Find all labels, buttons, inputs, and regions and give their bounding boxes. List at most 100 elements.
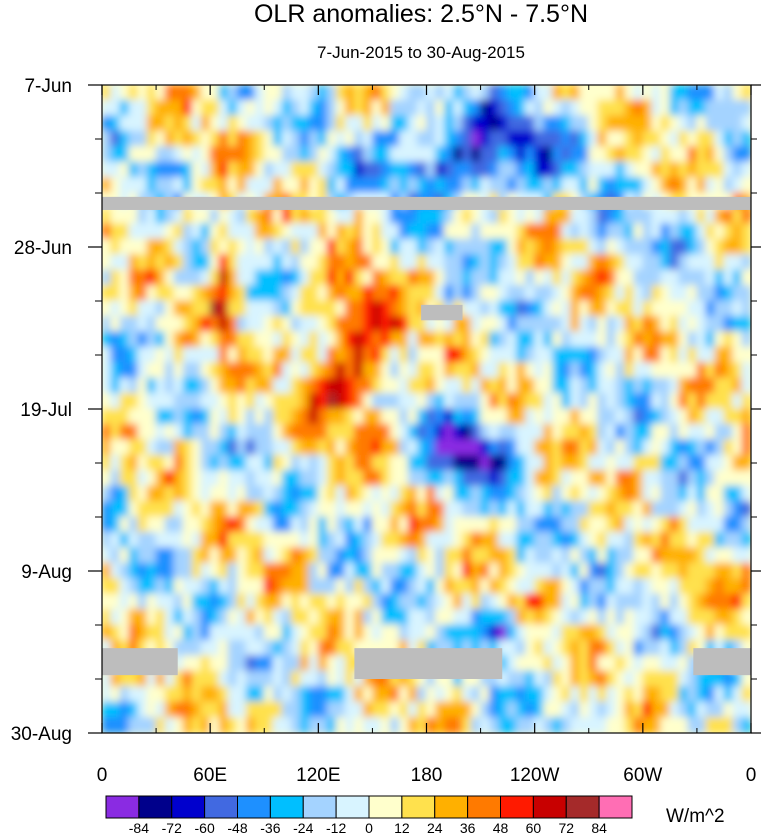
field-cell <box>696 393 707 410</box>
field-cell <box>516 701 527 719</box>
field-cell <box>416 85 427 101</box>
field-cell <box>254 655 265 672</box>
field-cell <box>102 686 112 703</box>
field-cell <box>119 177 130 194</box>
field-cell <box>561 485 572 503</box>
field-cell <box>164 393 175 410</box>
field-cell <box>723 578 734 595</box>
field-cell <box>696 717 707 733</box>
field-cell <box>606 470 617 487</box>
field-cell <box>146 578 157 595</box>
field-cell <box>272 300 283 317</box>
field-cell <box>462 593 473 611</box>
field-cell <box>687 639 698 657</box>
field-cell <box>606 655 617 672</box>
field-cell <box>660 254 671 271</box>
field-cell <box>146 609 157 626</box>
field-cell <box>597 130 608 148</box>
field-cell <box>317 562 328 580</box>
field-cell <box>389 377 400 395</box>
field-cell <box>615 130 626 148</box>
field-cell <box>561 269 572 287</box>
field-cell <box>507 686 518 703</box>
field-cell <box>570 454 581 472</box>
field-cell <box>191 177 202 194</box>
field-cell <box>507 593 518 611</box>
field-cell <box>173 408 184 425</box>
field-cell <box>155 485 166 503</box>
field-cell <box>290 331 301 348</box>
field-cell <box>245 254 256 271</box>
field-cell <box>669 115 680 132</box>
field-cell <box>714 439 725 456</box>
field-cell <box>561 593 572 611</box>
field-cell <box>281 624 292 641</box>
field-cell <box>651 393 662 410</box>
colorbar-swatch <box>598 795 633 819</box>
field-cell <box>317 254 328 271</box>
field-cell <box>380 115 391 132</box>
field-cell <box>435 331 446 348</box>
field-cell <box>236 223 247 240</box>
field-cell <box>471 454 482 472</box>
field-cell <box>380 454 391 472</box>
field-cell <box>714 377 725 395</box>
field-cell <box>290 609 301 626</box>
field-cell <box>290 501 301 518</box>
field-cell <box>164 516 175 533</box>
field-cell <box>371 717 382 733</box>
field-cell <box>209 501 220 518</box>
field-cell <box>272 593 283 611</box>
field-cell <box>299 331 310 348</box>
field-cell <box>480 439 491 456</box>
field-cell <box>254 300 265 317</box>
field-cell <box>371 346 382 364</box>
field-cell <box>453 99 464 117</box>
field-cell <box>308 130 319 148</box>
field-cell <box>498 624 509 641</box>
field-cell <box>102 269 112 287</box>
field-cell <box>732 593 743 611</box>
field-cell <box>245 470 256 487</box>
field-cell <box>182 115 193 132</box>
field-cell <box>696 501 707 518</box>
field-cell <box>669 578 680 595</box>
field-cell <box>335 315 346 333</box>
field-cell <box>426 686 437 703</box>
field-cell <box>525 393 536 410</box>
field-cell <box>480 701 491 719</box>
field-cell <box>678 377 689 395</box>
field-cell <box>344 717 355 733</box>
field-cell <box>110 717 121 733</box>
field-cell <box>317 146 328 163</box>
field-cell <box>371 562 382 580</box>
field-cell <box>155 686 166 703</box>
field-cell <box>155 331 166 348</box>
field-cell <box>588 331 599 348</box>
field-cell <box>119 423 130 441</box>
field-cell <box>606 331 617 348</box>
field-cell <box>236 362 247 379</box>
field-cell <box>263 300 274 317</box>
field-cell <box>119 516 130 533</box>
field-cell <box>317 639 328 657</box>
field-cell <box>281 223 292 240</box>
field-cell <box>128 362 139 379</box>
field-cell <box>209 485 220 503</box>
field-cell <box>272 485 283 503</box>
field-cell <box>651 562 662 580</box>
missing-region <box>693 648 751 676</box>
field-cell <box>263 593 274 611</box>
field-cell <box>453 315 464 333</box>
field-cell <box>380 439 391 456</box>
field-cell <box>317 578 328 595</box>
field-cell <box>453 161 464 179</box>
field-cell <box>669 423 680 441</box>
field-cell <box>102 346 112 364</box>
field-cell <box>182 393 193 410</box>
field-cell <box>606 439 617 456</box>
field-cell <box>732 717 743 733</box>
field-cell <box>687 547 698 564</box>
field-cell <box>426 362 437 379</box>
